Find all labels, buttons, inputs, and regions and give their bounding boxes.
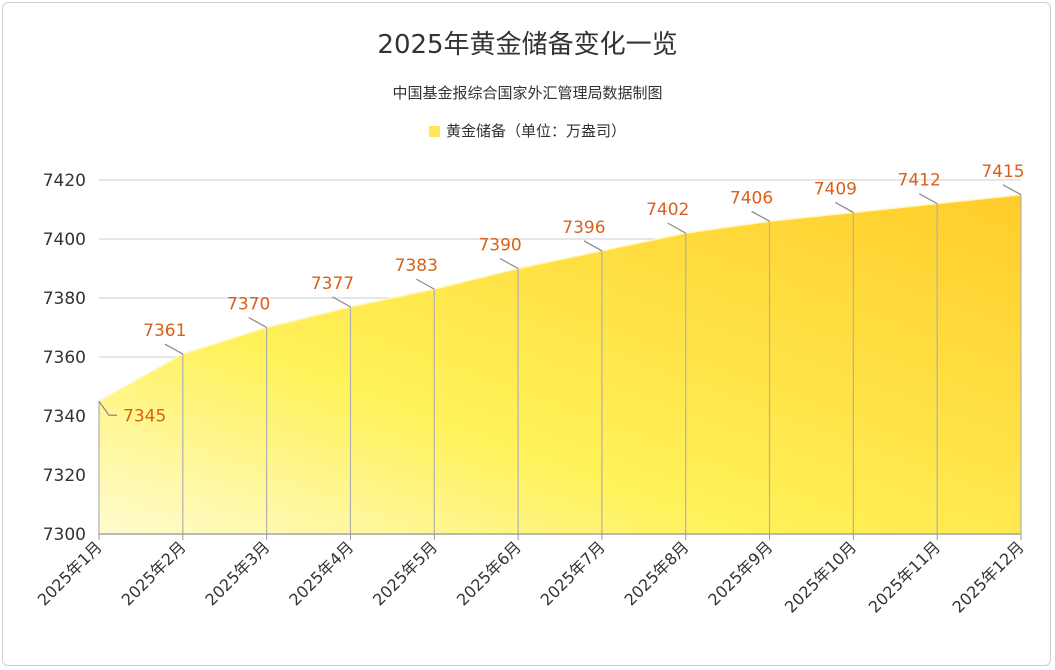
data-label: 7383 bbox=[395, 256, 438, 276]
chart-title: 2025年黄金储备变化一览 bbox=[377, 30, 678, 60]
data-label-leader bbox=[332, 296, 351, 308]
data-label: 7345 bbox=[123, 406, 166, 426]
data-label: 7361 bbox=[143, 321, 186, 341]
y-tick-label: 7380 bbox=[43, 289, 86, 309]
data-label-leader bbox=[583, 240, 603, 252]
area-fill bbox=[99, 194, 1021, 534]
data-label-leader bbox=[667, 222, 687, 234]
y-tick-label: 7400 bbox=[43, 230, 86, 250]
data-label: 7406 bbox=[730, 188, 773, 208]
x-tick-label: 2025年12月 bbox=[949, 537, 1028, 616]
x-tick-label: 2025年8月 bbox=[620, 537, 692, 609]
series-line bbox=[98, 194, 1022, 402]
x-tick-label: 2025年5月 bbox=[369, 537, 441, 609]
data-label-leader bbox=[499, 257, 519, 270]
x-tick-label: 2025年11月 bbox=[865, 537, 944, 616]
data-label-leader bbox=[164, 343, 184, 355]
data-label: 7412 bbox=[898, 171, 941, 191]
x-tick-label: 2025年2月 bbox=[118, 537, 190, 609]
data-label: 7409 bbox=[814, 179, 857, 199]
data-label-leader bbox=[751, 210, 770, 222]
data-label-leader bbox=[415, 278, 435, 290]
y-tick-label: 7320 bbox=[43, 466, 86, 486]
y-tick-label: 7420 bbox=[43, 171, 86, 191]
x-tick-label: 2025年6月 bbox=[453, 537, 525, 609]
y-tick-label: 7340 bbox=[43, 407, 86, 427]
data-label-leader bbox=[98, 400, 117, 416]
x-tick-label: 2025年10月 bbox=[781, 537, 860, 616]
legend[interactable]: 黄金储备（单位：万盎司） bbox=[0, 120, 1055, 141]
data-label: 7396 bbox=[562, 218, 605, 238]
data-label-leader bbox=[835, 201, 854, 213]
data-label-leader bbox=[248, 316, 267, 329]
data-label-leader bbox=[918, 193, 938, 205]
chart-subtitle: 中国基金报综合国家外汇管理局数据制图 bbox=[392, 84, 663, 102]
data-label: 7370 bbox=[227, 295, 270, 315]
data-label-leader bbox=[1002, 184, 1022, 196]
legend-swatch bbox=[428, 126, 440, 137]
x-tick-label: 2025年4月 bbox=[285, 537, 357, 609]
y-tick-label: 7300 bbox=[43, 525, 86, 545]
data-label: 7402 bbox=[646, 200, 689, 220]
x-tick-label: 2025年1月 bbox=[34, 537, 106, 609]
data-label: 7415 bbox=[981, 162, 1024, 182]
x-tick-label: 2025年9月 bbox=[704, 537, 776, 609]
x-tick-label: 2025年7月 bbox=[537, 537, 609, 609]
data-label: 7377 bbox=[311, 274, 354, 294]
y-tick-label: 7360 bbox=[43, 348, 86, 368]
legend-label: 黄金储备（单位：万盎司） bbox=[445, 122, 626, 140]
x-tick-label: 2025年3月 bbox=[201, 537, 273, 609]
data-label: 7390 bbox=[478, 236, 521, 256]
